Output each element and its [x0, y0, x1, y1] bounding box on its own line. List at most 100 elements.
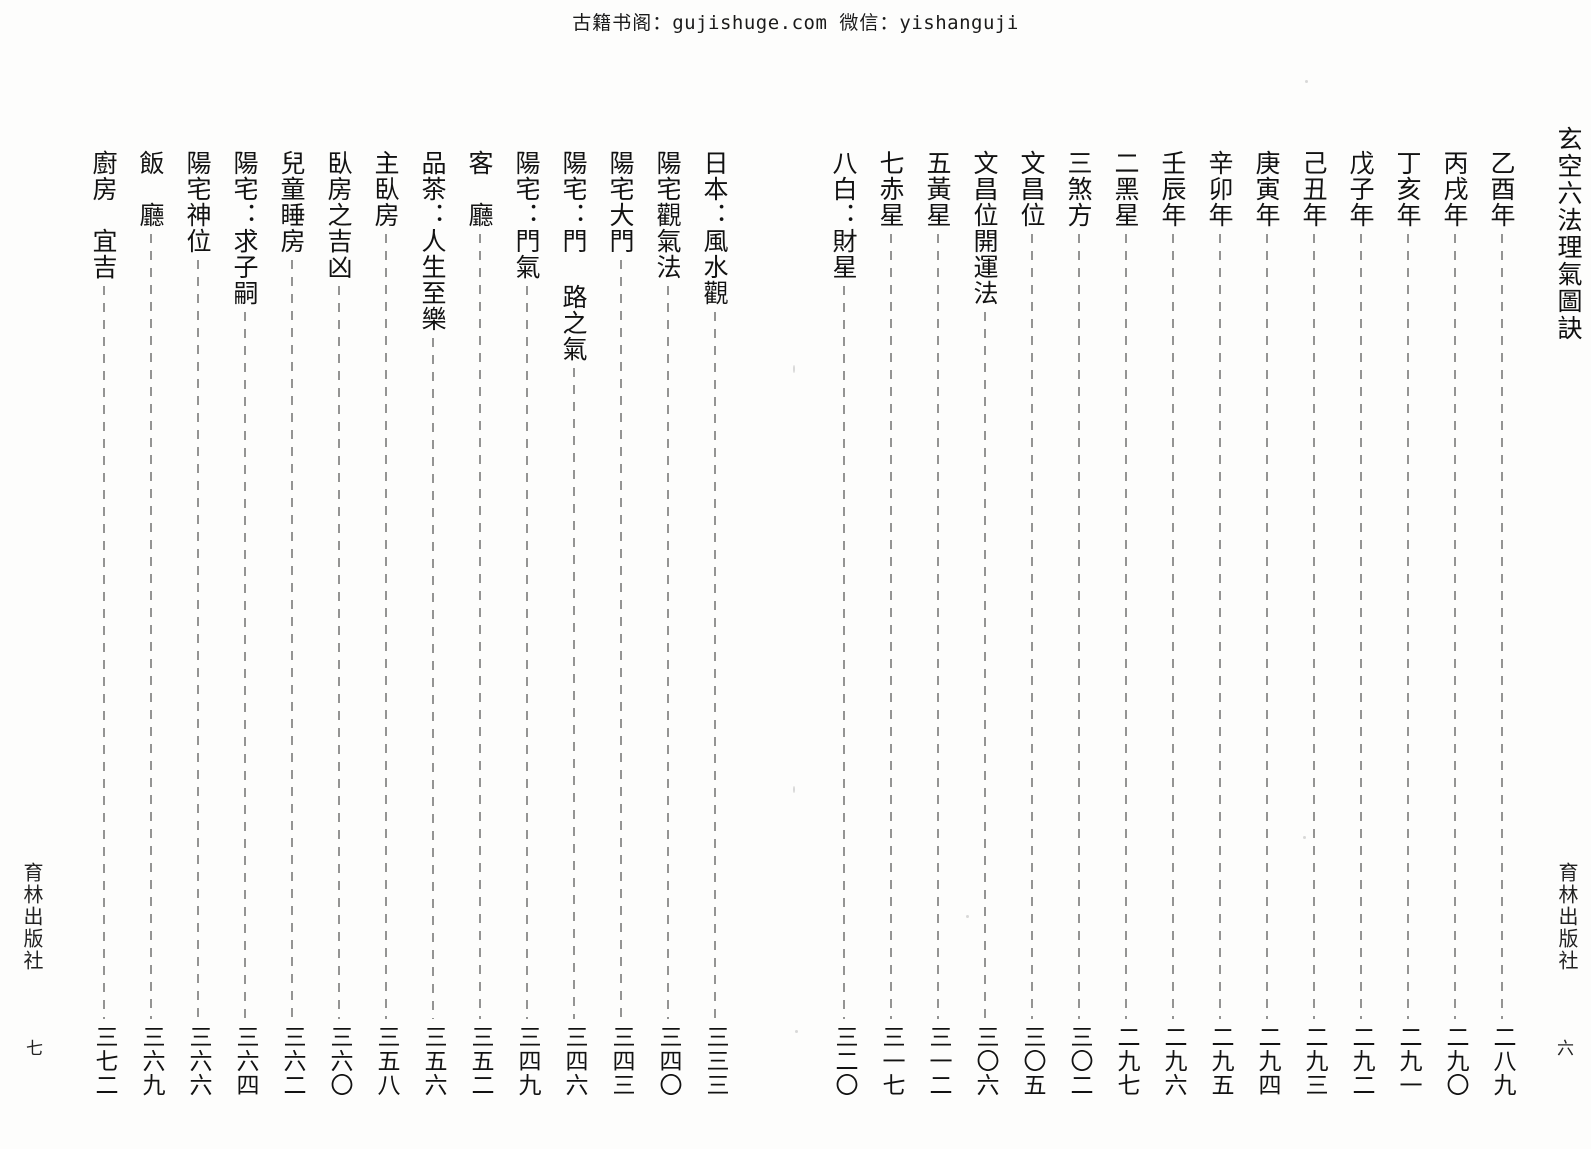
- toc-entry[interactable]: 陽宅神位 三六六: [174, 0, 221, 1149]
- toc-entry[interactable]: 丁亥年 二九一: [1384, 0, 1431, 1149]
- toc-entry[interactable]: 陽宅：求子嗣三六四: [221, 0, 268, 1149]
- toc-leader-line: [714, 312, 715, 1019]
- toc-leader-line: [1454, 234, 1455, 1019]
- toc-entry-label: 陽宅：求子嗣: [230, 150, 259, 306]
- toc-entry[interactable]: 乙酉年 二八九: [1478, 0, 1525, 1149]
- watermark-wechat-handle: yishanguji: [899, 12, 1019, 34]
- toc-entry-page-number: 三四〇: [655, 1025, 681, 1097]
- toc-leader-line: [244, 312, 245, 1019]
- toc-entry[interactable]: 己丑年 二九三: [1290, 0, 1337, 1149]
- toc-entry[interactable]: 日本：風水觀 三三三: [691, 0, 738, 1149]
- toc-entry-label: 陽宅神位: [183, 150, 212, 254]
- toc-entry[interactable]: 文昌位開運法 三〇六: [961, 0, 1008, 1149]
- toc-leader-line: [843, 286, 844, 1019]
- toc-entry-page-number: 三四九: [514, 1025, 540, 1097]
- toc-entry[interactable]: 陽宅觀氣法 三四〇: [644, 0, 691, 1149]
- toc-entry[interactable]: 辛卯年 二九五: [1196, 0, 1243, 1149]
- toc-entry-page-number: 三四三: [608, 1025, 634, 1097]
- toc-entry-label: 乙酉年: [1487, 150, 1516, 228]
- toc-leader-line: [1407, 234, 1408, 1019]
- toc-entry-page-number: 三六九: [138, 1025, 164, 1097]
- toc-leader-line: [479, 234, 480, 1019]
- toc-entry[interactable]: 兒童睡房 三六二: [268, 0, 315, 1149]
- toc-entry-page-number: 三一七: [878, 1025, 904, 1097]
- toc-entry-label: 陽宅觀氣法: [653, 150, 682, 280]
- toc-entry-page-number: 二九四: [1254, 1025, 1280, 1097]
- toc-entry-page-number: 三〇二: [1066, 1025, 1092, 1097]
- toc-entry[interactable]: 客 廳三五二: [456, 0, 503, 1149]
- toc-leader-line: [1078, 234, 1079, 1019]
- publisher-name: 育林出版社: [1555, 862, 1579, 972]
- book-title: 玄空六法理氣圖訣: [1554, 126, 1583, 342]
- toc-entry[interactable]: 陽宅：門氣三四九: [503, 0, 550, 1149]
- toc-leader-line: [338, 286, 339, 1019]
- toc-entry[interactable]: 文昌位 三〇五: [1008, 0, 1055, 1149]
- toc-entry-page-number: 二九二: [1348, 1025, 1374, 1097]
- toc-entry-label: 文昌位開運法: [970, 150, 999, 306]
- toc-leader-line: [197, 260, 198, 1019]
- toc-entry-label: 庚寅年: [1252, 150, 1281, 228]
- toc-entry-page-number: 三〇六: [972, 1025, 998, 1097]
- toc-leader-line: [890, 234, 891, 1019]
- toc-entry[interactable]: 壬辰年 二九六: [1149, 0, 1196, 1149]
- toc-entry-page-number: 三六六: [185, 1025, 211, 1097]
- toc-entry-page-number: 三三三: [702, 1025, 728, 1097]
- toc-leader-line: [432, 338, 433, 1019]
- toc-entry[interactable]: 廚房 宜吉 三七二: [80, 0, 127, 1149]
- toc-entry[interactable]: 飯 廳三六九: [127, 0, 174, 1149]
- toc-entry-label: 五黃星: [923, 150, 952, 228]
- toc-leader-line: [1501, 234, 1502, 1019]
- folio-number: 七: [26, 1039, 43, 1059]
- scan-speck: [795, 1030, 798, 1033]
- toc-entry-page-number: 三六四: [232, 1025, 258, 1097]
- toc-entry[interactable]: 五黃星 三一二: [914, 0, 961, 1149]
- toc-entry-label: 陽宅：門氣: [512, 150, 541, 280]
- toc-entry-label: 廚房 宜吉: [89, 150, 118, 280]
- toc-leader-line: [291, 260, 292, 1019]
- toc-leader-line: [620, 260, 621, 1019]
- toc-entry[interactable]: 品茶：人生至樂 三五六: [409, 0, 456, 1149]
- toc-leader-line: [1266, 234, 1267, 1019]
- toc-leader-line: [573, 368, 574, 1019]
- toc-entry[interactable]: 八白：財星 三二〇: [820, 0, 867, 1149]
- toc-entry-label: 辛卯年: [1205, 150, 1234, 228]
- toc-entry-page-number: 三七二: [91, 1025, 117, 1097]
- toc-entry[interactable]: 七赤星 三一七: [867, 0, 914, 1149]
- folio-number: 六: [1557, 1039, 1574, 1059]
- toc-entry-page-number: 二九五: [1207, 1025, 1233, 1097]
- toc-entry[interactable]: 庚寅年 二九四: [1243, 0, 1290, 1149]
- toc-leader-line: [984, 312, 985, 1019]
- scan-speck: [1305, 80, 1308, 83]
- toc-entry[interactable]: 二黑星 二九七: [1102, 0, 1149, 1149]
- toc-entry[interactable]: 主臥房 三五八: [362, 0, 409, 1149]
- toc-entry[interactable]: 三煞方 三〇二: [1055, 0, 1102, 1149]
- toc-entry-label: 文昌位: [1017, 150, 1046, 228]
- watermark-site-url: gujishuge.com: [672, 12, 828, 34]
- toc-entry-label: 主臥房: [371, 150, 400, 228]
- toc-entry-page-number: 三一二: [925, 1025, 951, 1097]
- toc-entry-page-number: 三四六: [561, 1025, 587, 1097]
- toc-entry-label: 丁亥年: [1393, 150, 1422, 228]
- toc-entry-page-number: 二八九: [1489, 1025, 1515, 1097]
- toc-entry-page-number: 二九七: [1113, 1025, 1139, 1097]
- toc-entry[interactable]: 陽宅大門 三四三: [597, 0, 644, 1149]
- toc-entry-label: 戊子年: [1346, 150, 1375, 228]
- toc-entry-page-number: 三〇五: [1019, 1025, 1045, 1097]
- toc-entry-list-right: 乙酉年 二八九 丙戌年 二九〇 丁亥年 二九一 戊子年 二九二 己丑年 二九三 庚寅年 二九四 辛卯年二…: [820, 0, 1525, 1149]
- toc-entry-page-number: 三六〇: [326, 1025, 352, 1097]
- toc-leader-line: [385, 234, 386, 1019]
- toc-entry-page-number: 三五八: [373, 1025, 399, 1097]
- toc-entry[interactable]: 丙戌年 二九〇: [1431, 0, 1478, 1149]
- toc-entry-page-number: 三六二: [279, 1025, 305, 1097]
- toc-entry[interactable]: 臥房之吉凶 三六〇: [315, 0, 362, 1149]
- toc-entry-page-number: 三五二: [467, 1025, 493, 1097]
- toc-entry-page-number: 三二〇: [831, 1025, 857, 1097]
- publisher-name: 育林出版社: [20, 862, 44, 972]
- toc-entry-label: 壬辰年: [1158, 150, 1187, 228]
- toc-entry-label: 飯 廳: [136, 150, 165, 228]
- toc-entry[interactable]: 戊子年 二九二: [1337, 0, 1384, 1149]
- toc-entry[interactable]: 陽宅：門 路之氣 三四六: [550, 0, 597, 1149]
- toc-leader-line: [1172, 234, 1173, 1019]
- toc-leader-line: [1031, 234, 1032, 1019]
